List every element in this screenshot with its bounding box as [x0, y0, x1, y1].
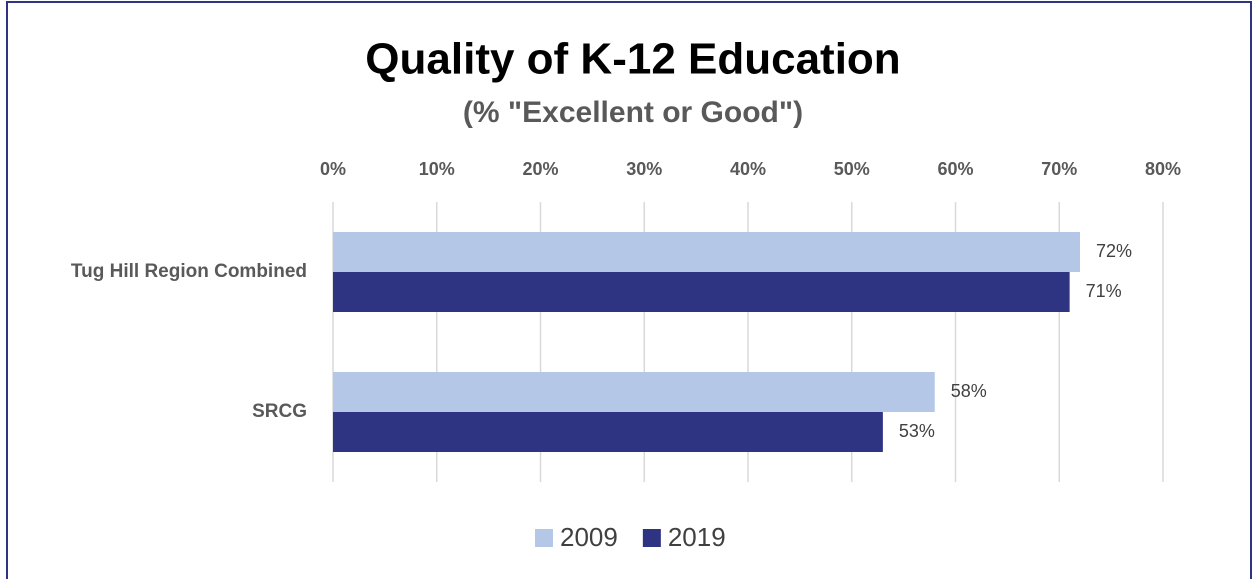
x-tick-label: 60% — [937, 159, 973, 179]
value-label: 71% — [1086, 281, 1122, 301]
x-tick-label: 80% — [1145, 159, 1181, 179]
value-label: 72% — [1096, 241, 1132, 261]
chart-subtitle: (% "Excellent or Good") — [463, 96, 803, 129]
value-label: 58% — [951, 381, 987, 401]
x-tick-label: 10% — [419, 159, 455, 179]
x-tick-label: 40% — [730, 159, 766, 179]
legend-swatch — [642, 529, 661, 547]
y-tick-label: SRCG — [252, 401, 307, 422]
frame — [6, 1, 1252, 579]
bar — [333, 372, 935, 412]
x-tick-label: 30% — [626, 159, 662, 179]
x-tick-label: 20% — [522, 159, 558, 179]
bar — [333, 412, 883, 452]
value-label: 53% — [899, 421, 935, 441]
y-tick-label: Tug Hill Region Combined — [71, 261, 307, 282]
x-tick-label: 70% — [1041, 159, 1077, 179]
x-tick-label: 50% — [834, 159, 870, 179]
legend-label: 2009 — [560, 522, 618, 552]
legend-swatch — [535, 529, 553, 547]
bar — [333, 232, 1080, 272]
bar — [333, 272, 1070, 312]
legend-label: 2019 — [668, 522, 726, 552]
x-tick-label: 0% — [320, 159, 346, 179]
chart-title: Quality of K-12 Education — [365, 35, 900, 84]
